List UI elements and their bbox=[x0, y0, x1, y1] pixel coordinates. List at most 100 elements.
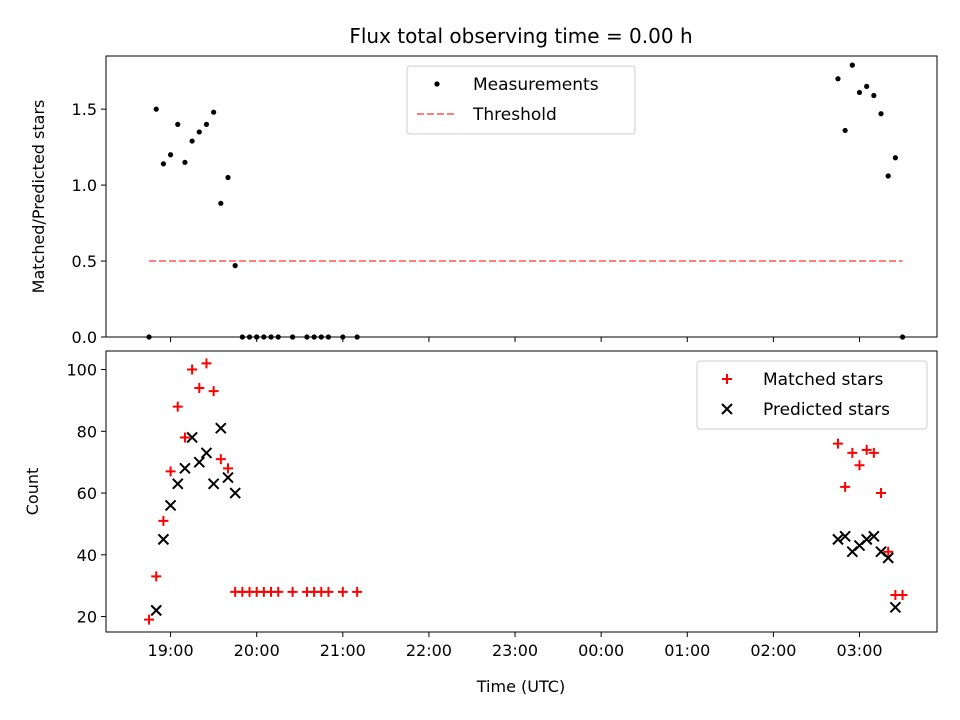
data-point bbox=[832, 438, 843, 449]
data-point bbox=[885, 173, 891, 179]
legend-swatch bbox=[722, 374, 732, 384]
data-point bbox=[207, 478, 220, 490]
data-point bbox=[211, 109, 217, 115]
data-point bbox=[229, 487, 241, 499]
data-point bbox=[151, 571, 162, 582]
data-point bbox=[175, 121, 181, 127]
data-point bbox=[144, 614, 155, 625]
panel-2: 19:00 20:00 21:00 22:00 23:00 00:00 01:00 02:00… bbox=[23, 350, 938, 660]
data-point bbox=[856, 89, 863, 96]
data-point bbox=[882, 552, 894, 564]
data-point bbox=[832, 533, 844, 546]
data-point bbox=[840, 481, 851, 492]
data-point bbox=[189, 138, 195, 144]
data-point bbox=[179, 462, 191, 475]
data-point bbox=[864, 83, 870, 89]
series-matched-stars bbox=[144, 358, 908, 625]
data-point bbox=[868, 530, 880, 542]
data-point bbox=[157, 533, 170, 546]
data-point bbox=[193, 456, 205, 468]
legend-box bbox=[696, 360, 928, 430]
data-point bbox=[854, 460, 865, 471]
data-point bbox=[160, 161, 167, 167]
y-tick-label: 100 bbox=[66, 361, 97, 380]
data-point bbox=[196, 129, 202, 135]
data-point bbox=[352, 586, 363, 597]
legend-label: Matched stars bbox=[763, 370, 883, 390]
data-point bbox=[158, 515, 169, 526]
data-point bbox=[215, 422, 227, 434]
data-point bbox=[892, 155, 898, 161]
legend-swatch bbox=[721, 403, 733, 415]
chart-title: Flux total observing time = 0.00 h bbox=[349, 24, 692, 48]
panel-1: 0.0 0.5 1.0 1.5 Matched/Predicted stars Measu… bbox=[29, 55, 938, 347]
data-point bbox=[172, 401, 183, 412]
data-point bbox=[889, 601, 902, 614]
y-axis-label: Count bbox=[23, 468, 42, 516]
plot-frame bbox=[105, 350, 938, 633]
legend: Measurements Threshold bbox=[406, 65, 636, 135]
data-point bbox=[165, 466, 176, 477]
y-tick-label: 1.5 bbox=[72, 100, 97, 119]
x-tick-label: 20:00 bbox=[234, 641, 280, 660]
data-point bbox=[897, 589, 908, 600]
data-point bbox=[194, 383, 205, 394]
data-point bbox=[208, 386, 219, 397]
x-tick-label: 02:00 bbox=[750, 641, 796, 660]
data-point bbox=[222, 471, 234, 484]
data-point bbox=[201, 358, 212, 369]
legend-label: Threshold bbox=[472, 105, 557, 125]
y-tick-label: 80 bbox=[77, 422, 97, 441]
legend-box bbox=[406, 65, 636, 135]
y-tick-label: 40 bbox=[77, 546, 97, 565]
data-point bbox=[222, 463, 233, 474]
data-point bbox=[203, 121, 210, 127]
y-axis-label: Matched/Predicted stars bbox=[29, 100, 48, 294]
data-point bbox=[287, 586, 298, 597]
data-point bbox=[150, 604, 162, 617]
data-point bbox=[187, 364, 198, 375]
data-point bbox=[172, 478, 184, 490]
data-point bbox=[153, 106, 159, 112]
data-point bbox=[835, 76, 841, 82]
data-point bbox=[849, 62, 855, 68]
data-point bbox=[878, 111, 884, 117]
legend-label: Measurements bbox=[473, 75, 599, 95]
x-tick-label: 01:00 bbox=[664, 641, 710, 660]
data-point bbox=[218, 200, 224, 206]
x-tick-label: 23:00 bbox=[492, 641, 538, 660]
panels: 0.0 0.5 1.0 1.5 Matched/Predicted stars Measu… bbox=[23, 55, 938, 660]
data-point bbox=[337, 586, 348, 597]
y-tick-label: 0.0 bbox=[72, 328, 97, 347]
data-point bbox=[186, 431, 198, 444]
data-point bbox=[164, 499, 177, 512]
data-point bbox=[200, 447, 213, 459]
data-point bbox=[323, 586, 334, 597]
x-tick-label: 00:00 bbox=[578, 641, 624, 660]
data-point bbox=[871, 92, 877, 99]
data-point bbox=[225, 174, 231, 181]
legend-label: Predicted stars bbox=[763, 400, 890, 420]
x-tick-label: 19:00 bbox=[148, 641, 194, 660]
series-predicted-stars bbox=[150, 422, 902, 617]
data-point bbox=[839, 530, 851, 542]
data-point bbox=[860, 533, 873, 546]
data-point bbox=[876, 488, 887, 499]
data-point bbox=[842, 127, 848, 134]
data-point bbox=[861, 444, 872, 455]
data-point bbox=[167, 152, 174, 158]
data-point bbox=[883, 546, 894, 557]
data-point bbox=[179, 432, 190, 443]
data-point bbox=[182, 159, 188, 165]
data-point bbox=[232, 263, 238, 269]
y-tick-label: 0.5 bbox=[72, 252, 97, 271]
x-tick-label: 22:00 bbox=[406, 641, 452, 660]
data-point bbox=[215, 454, 226, 465]
y-tick-label: 60 bbox=[77, 484, 97, 503]
data-point bbox=[847, 447, 858, 458]
x-tick-label: 03:00 bbox=[836, 641, 882, 660]
y-tick-label: 1.0 bbox=[72, 176, 97, 195]
data-point bbox=[868, 447, 879, 458]
plot-frame bbox=[105, 55, 938, 338]
